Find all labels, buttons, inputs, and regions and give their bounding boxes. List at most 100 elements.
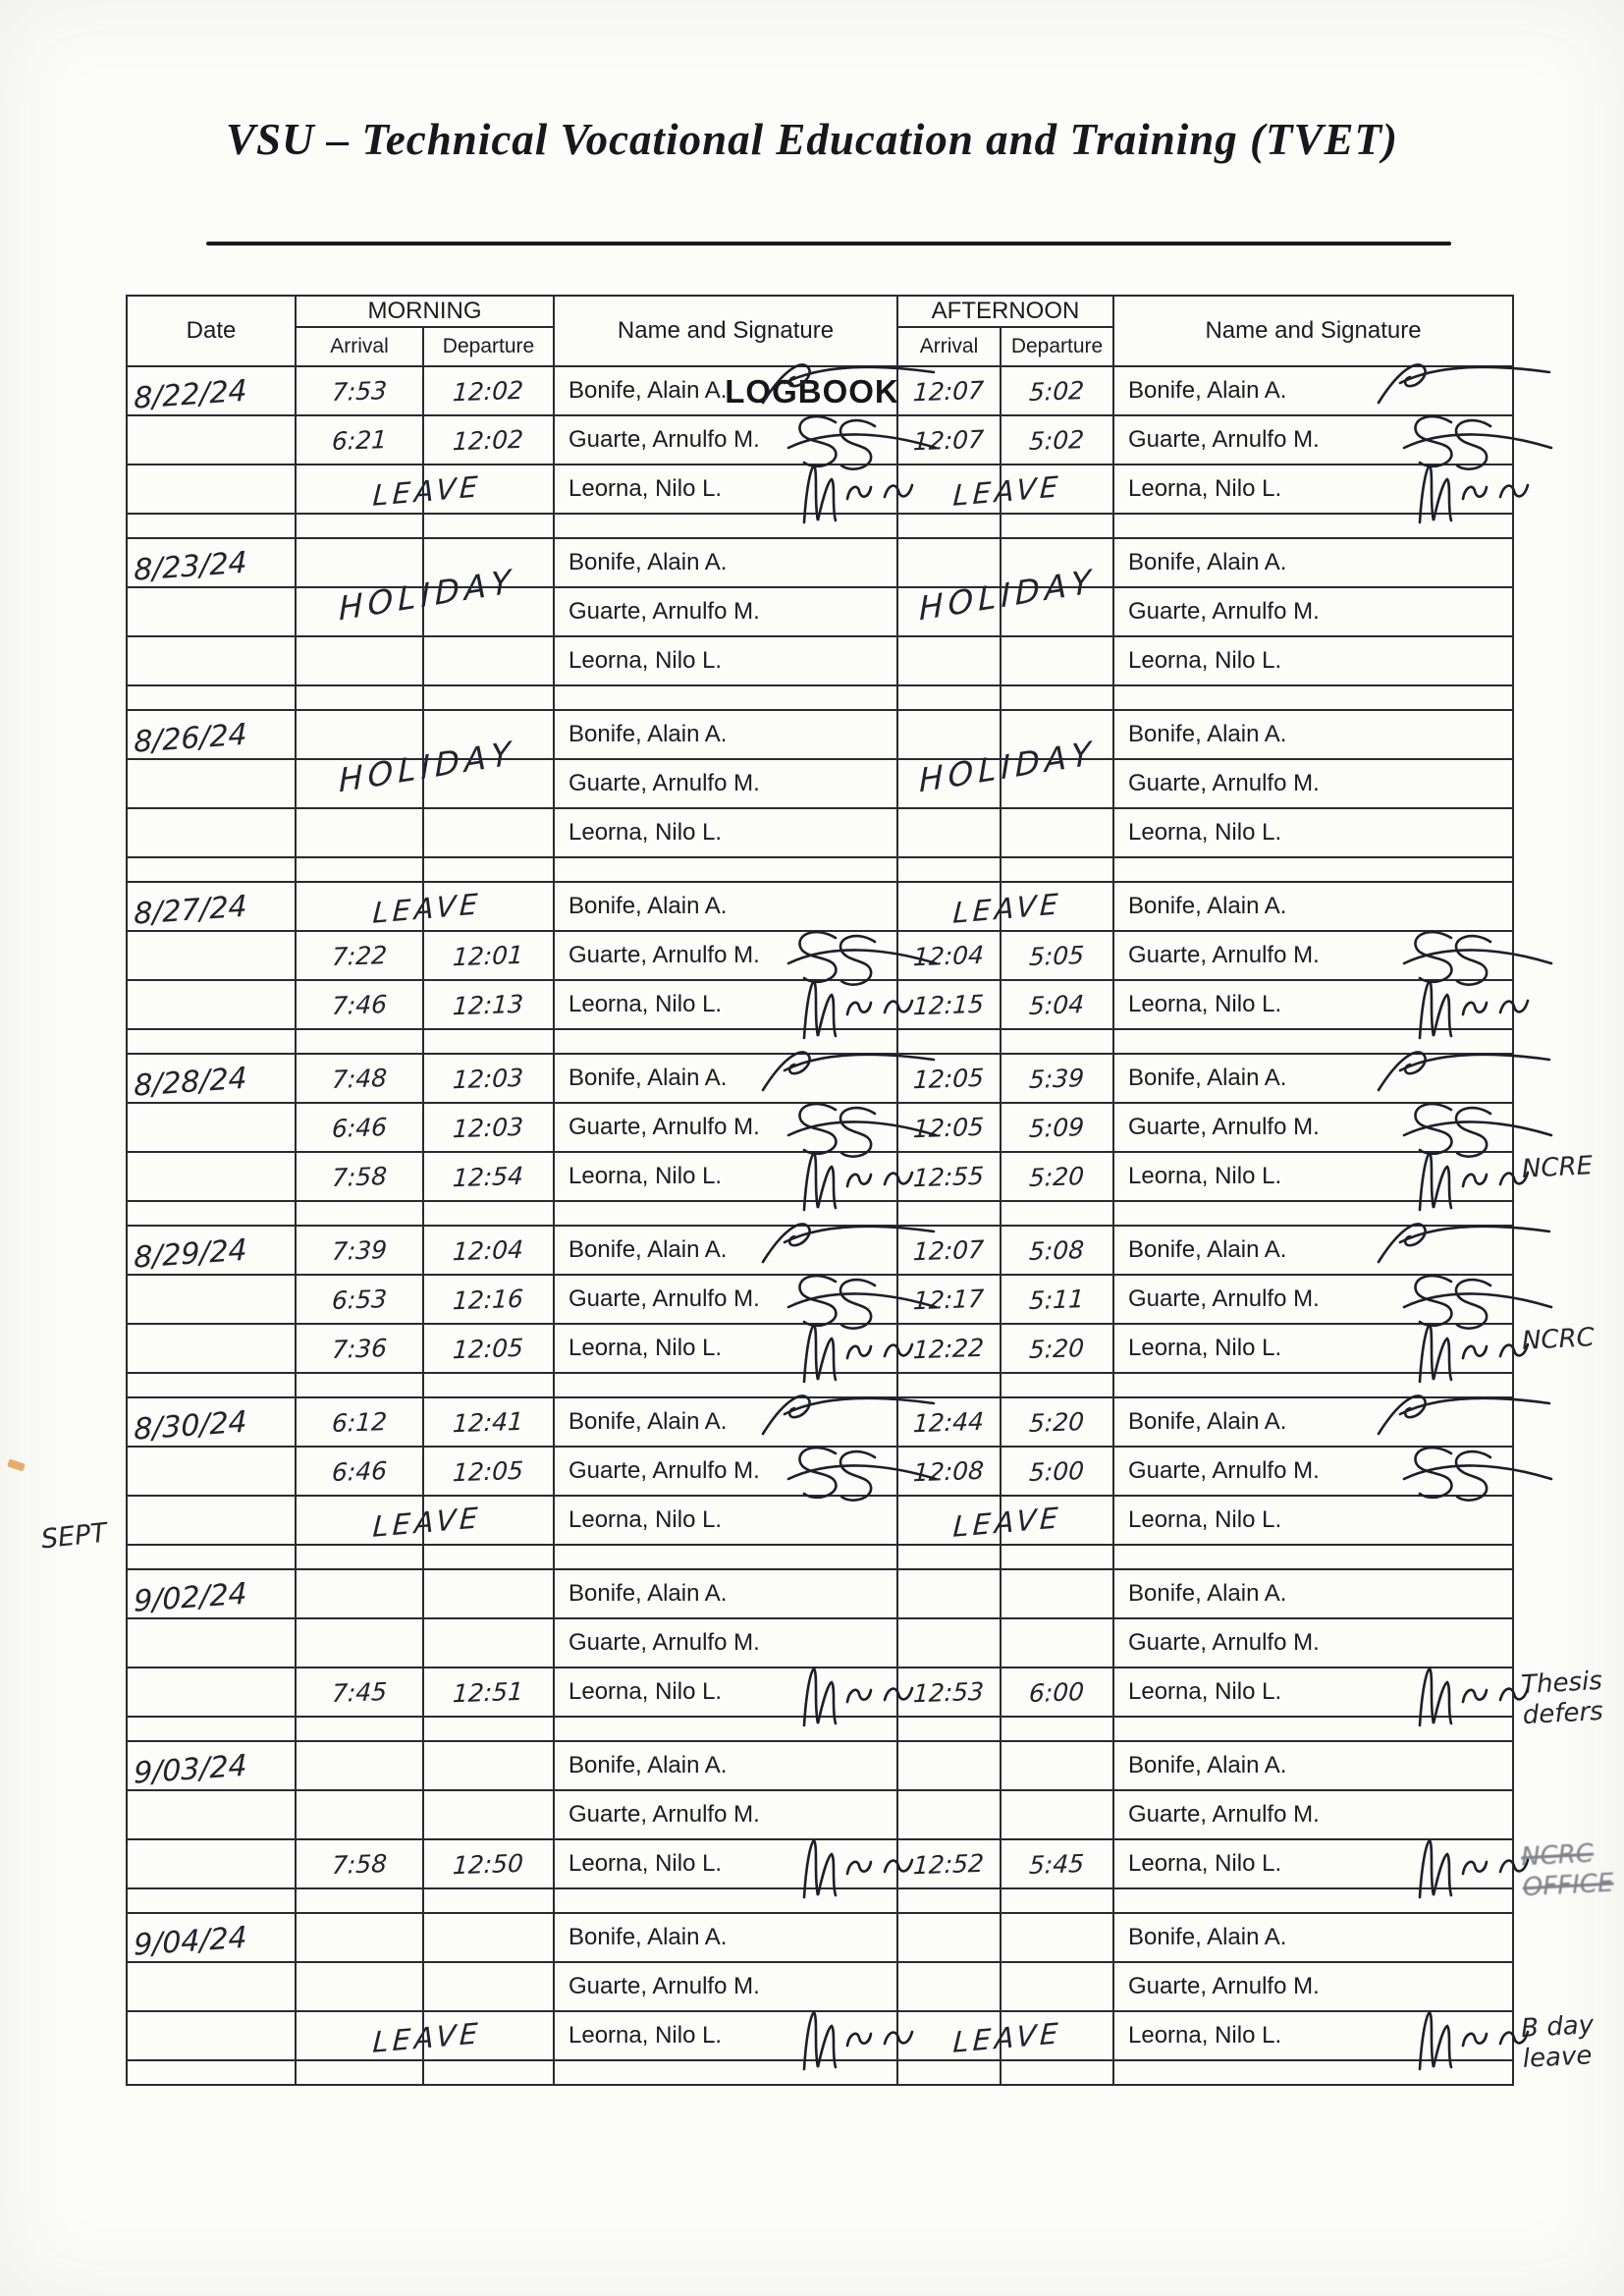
log-row: 8/26/24 HOLIDAY Bonife, Alain A. HOLIDAY Bon… bbox=[126, 709, 1515, 799]
morning-departure-cell: 12:05 bbox=[422, 1446, 555, 1497]
person-name: Bonife, Alain A. bbox=[1128, 721, 1287, 747]
afternoon-arrival-cell: LEAVE bbox=[896, 464, 1062, 515]
handwritten-afternoon-arrival: 12:05 bbox=[912, 1112, 986, 1143]
spacer-cell bbox=[896, 1372, 1001, 1398]
log-row: 8/22/24 7:53 12:02 Bonife, Alain A. 12:07 5:0… bbox=[126, 363, 1551, 416]
afternoon-departure-cell bbox=[999, 1912, 1115, 1963]
name-cell-morning: Bonife, Alain A. bbox=[553, 881, 898, 932]
afternoon-arrival-cell: 12:08 bbox=[896, 1446, 1001, 1497]
handwritten-date: 8/23/24 bbox=[134, 545, 247, 588]
handwritten-morning-arrival: 7:48 bbox=[331, 1063, 388, 1094]
morning-arrival-cell: LEAVE bbox=[295, 1495, 482, 1546]
spacer-row bbox=[126, 684, 1515, 711]
person-name: Leorna, Nilo L. bbox=[1128, 1506, 1282, 1533]
log-row: 7:36 12:05 Leorna, Nilo L. 12:22 5:20 Leorna,… bbox=[126, 1322, 1530, 1384]
log-row: Guarte, Arnulfo M. Guarte, Arnulfo M. bbox=[126, 1789, 1515, 1840]
name-cell-morning: Leorna, Nilo L. bbox=[553, 635, 898, 686]
person-name: Guarte, Arnulfo M. bbox=[568, 1285, 760, 1312]
person-name: Bonife, Alain A. bbox=[568, 1408, 728, 1435]
log-row: 8/23/24 HOLIDAY Bonife, Alain A. HOLIDAY Bon… bbox=[126, 537, 1515, 628]
spacer-cell bbox=[1112, 1887, 1515, 1914]
person-name: Bonife, Alain A. bbox=[568, 1752, 728, 1778]
person-name: Leorna, Nilo L. bbox=[568, 1163, 723, 1189]
person-name: Guarte, Arnulfo M. bbox=[568, 770, 760, 796]
spacer-cell bbox=[1112, 856, 1515, 883]
afternoon-arrival-cell bbox=[896, 758, 1001, 809]
log-row: 8/29/24 7:39 12:04 Bonife, Alain A. 12:07 5:0… bbox=[126, 1223, 1551, 1276]
afternoon-arrival-cell: 12:52 bbox=[896, 1838, 1001, 1889]
date-cell bbox=[126, 1789, 297, 1840]
side-margin-note: NCRC bbox=[1521, 1323, 1596, 1356]
spacer-cell bbox=[126, 684, 297, 711]
log-row: Leorna, Nilo L. Leorna, Nilo L. bbox=[126, 635, 1515, 686]
morning-arrival-cell: 7:39 bbox=[295, 1225, 424, 1276]
log-row: Guarte, Arnulfo M. Guarte, Arnulfo M. bbox=[126, 586, 1515, 637]
handwritten-morning-departure: 12:13 bbox=[452, 989, 525, 1020]
name-cell-afternoon: Bonife, Alain A. bbox=[1112, 1912, 1515, 1963]
date-cell: 8/28/24 bbox=[126, 1053, 297, 1104]
afternoon-arrival-cell bbox=[896, 586, 1001, 637]
afternoon-arrival-cell: 12:07 bbox=[896, 1225, 1001, 1276]
spacer-cell bbox=[999, 1028, 1115, 1055]
date-cell bbox=[126, 979, 297, 1030]
afternoon-departure-cell: 5:00 bbox=[999, 1446, 1115, 1497]
afternoon-arrival-cell: 12:55 bbox=[896, 1151, 1001, 1202]
afternoon-departure-cell bbox=[999, 1740, 1115, 1791]
morning-departure-cell: 12:54 bbox=[422, 1151, 555, 1202]
afternoon-departure-cell bbox=[999, 709, 1115, 760]
morning-arrival-cell: 7:48 bbox=[295, 1053, 424, 1104]
morning-departure-cell: 12:13 bbox=[422, 979, 555, 1030]
log-row: Guarte, Arnulfo M. Guarte, Arnulfo M. bbox=[126, 1961, 1515, 2012]
spacer-cell bbox=[553, 513, 898, 539]
person-name: Guarte, Arnulfo M. bbox=[1128, 1285, 1320, 1312]
scan-mark bbox=[7, 1458, 26, 1472]
person-name: Guarte, Arnulfo M. bbox=[1128, 1973, 1320, 1999]
handwritten-morning-arrival: 7:58 bbox=[331, 1848, 388, 1880]
afternoon-departure-cell: 5:08 bbox=[999, 1225, 1115, 1276]
morning-arrival-cell: 6:46 bbox=[295, 1102, 424, 1153]
morning-departure-cell: 12:03 bbox=[422, 1102, 555, 1153]
spacer-cell bbox=[422, 1200, 555, 1227]
title-underline bbox=[206, 242, 1451, 246]
afternoon-departure-cell bbox=[999, 586, 1115, 637]
spacer-row bbox=[126, 1544, 1515, 1570]
person-name: Bonife, Alain A. bbox=[1128, 1065, 1287, 1091]
spacer-cell bbox=[295, 1887, 424, 1914]
date-cell bbox=[126, 1617, 297, 1668]
handwritten-afternoon-arrival: 12:17 bbox=[912, 1284, 986, 1315]
person-name: Leorna, Nilo L. bbox=[1128, 1163, 1282, 1189]
afternoon-departure-cell: 5:11 bbox=[999, 1274, 1115, 1325]
afternoon-arrival-cell: 12:07 bbox=[896, 414, 1001, 465]
handwritten-afternoon-arrival: 12:44 bbox=[912, 1406, 986, 1438]
spacer-row bbox=[126, 1716, 1515, 1742]
afternoon-departure-cell: 5:20 bbox=[999, 1323, 1115, 1374]
person-name: Leorna, Nilo L. bbox=[568, 2022, 723, 2049]
spacer-cell bbox=[999, 1544, 1115, 1570]
morning-arrival-cell bbox=[295, 1789, 424, 1840]
spacer-cell bbox=[999, 684, 1115, 711]
morning-departure-cell: 12:41 bbox=[422, 1396, 555, 1448]
handwritten-morning-arrival: 7:22 bbox=[331, 940, 388, 971]
name-cell-afternoon: Leorna, Nilo L. bbox=[1112, 2009, 1530, 2071]
afternoon-arrival-cell: LEAVE bbox=[896, 1495, 1062, 1546]
person-name: Bonife, Alain A. bbox=[1128, 1924, 1287, 1950]
person-name: Guarte, Arnulfo M. bbox=[1128, 942, 1320, 968]
name-cell-afternoon: Guarte, Arnulfo M. bbox=[1112, 758, 1515, 809]
handwritten-afternoon-departure: 5:09 bbox=[1028, 1112, 1086, 1143]
person-name: Guarte, Arnulfo M. bbox=[568, 426, 760, 453]
morning-departure-cell bbox=[422, 586, 555, 637]
handwritten-afternoon-arrival: 12:07 bbox=[912, 424, 986, 456]
spacer-cell bbox=[295, 1200, 424, 1227]
date-cell bbox=[126, 635, 297, 686]
log-row: LEAVE Leorna, Nilo L. LEAVE Leorna, Nilo L. bbox=[126, 463, 1530, 524]
name-cell-afternoon: Guarte, Arnulfo M. bbox=[1112, 1274, 1553, 1330]
date-cell: 8/23/24 bbox=[126, 537, 297, 588]
date-cell bbox=[126, 464, 297, 515]
handwritten-morning-departure: 12:03 bbox=[452, 1063, 525, 1094]
spacer-cell bbox=[999, 1200, 1115, 1227]
person-name: Leorna, Nilo L. bbox=[1128, 1678, 1282, 1705]
handwritten-morning-arrival: 6:46 bbox=[331, 1112, 388, 1143]
logbook-body: 8/22/24 7:53 12:02 Bonife, Alain A. 12:07 5:0… bbox=[126, 363, 1553, 2086]
name-cell-afternoon: Bonife, Alain A. bbox=[1112, 537, 1515, 588]
